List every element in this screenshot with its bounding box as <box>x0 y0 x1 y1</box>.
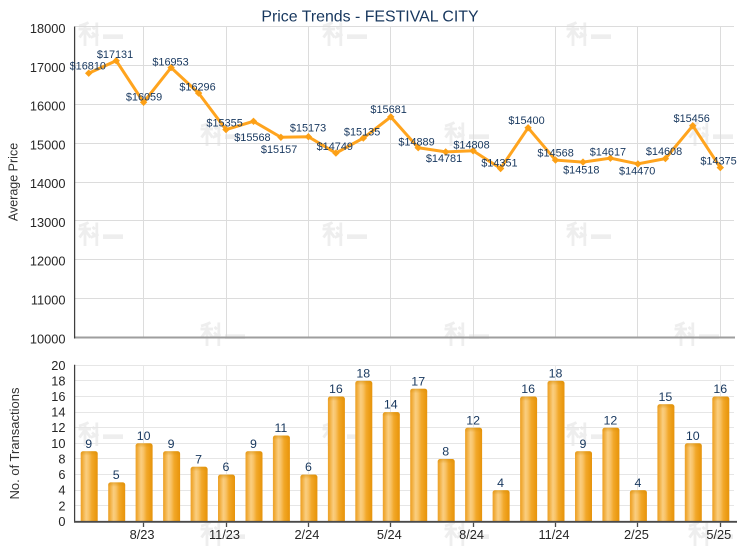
svg-text:10: 10 <box>686 429 700 443</box>
svg-text:16: 16 <box>713 382 727 396</box>
svg-text:8/23: 8/23 <box>130 527 155 542</box>
svg-text:4: 4 <box>634 476 641 490</box>
svg-text:11: 11 <box>274 421 287 435</box>
svg-text:4: 4 <box>58 483 65 498</box>
svg-text:16: 16 <box>521 382 535 396</box>
svg-text:9: 9 <box>85 437 92 451</box>
svg-text:17000: 17000 <box>30 60 66 75</box>
svg-text:No. of Transactions: No. of Transactions <box>7 387 22 499</box>
svg-text:$16810: $16810 <box>70 61 106 73</box>
svg-text:6: 6 <box>223 460 230 474</box>
svg-text:$14608: $14608 <box>646 146 682 158</box>
svg-text:12: 12 <box>604 413 618 427</box>
svg-text:Average Price: Average Price <box>7 143 21 221</box>
svg-text:6: 6 <box>58 467 65 482</box>
svg-text:$14617: $14617 <box>590 147 626 159</box>
svg-text:5/25: 5/25 <box>706 527 731 542</box>
svg-text:10: 10 <box>137 429 151 443</box>
svg-text:$15456: $15456 <box>674 113 710 125</box>
svg-text:$15568: $15568 <box>234 132 270 144</box>
svg-text:8: 8 <box>58 452 65 467</box>
svg-text:10: 10 <box>51 436 65 451</box>
svg-text:$14749: $14749 <box>317 141 353 153</box>
svg-text:$16059: $16059 <box>126 91 162 103</box>
svg-text:11000: 11000 <box>31 293 66 308</box>
svg-text:18: 18 <box>51 373 65 388</box>
svg-text:0: 0 <box>58 514 65 529</box>
svg-text:9: 9 <box>168 437 175 451</box>
svg-text:$16296: $16296 <box>179 82 215 94</box>
svg-text:$14351: $14351 <box>481 157 517 169</box>
svg-text:$15135: $15135 <box>344 127 380 139</box>
svg-text:11/23: 11/23 <box>209 527 240 542</box>
svg-text:12: 12 <box>51 420 65 435</box>
svg-text:15000: 15000 <box>30 137 66 152</box>
svg-text:$15681: $15681 <box>370 104 406 116</box>
svg-text:16: 16 <box>51 389 65 404</box>
svg-text:18: 18 <box>549 367 563 381</box>
svg-text:$16953: $16953 <box>152 57 188 69</box>
svg-text:$14518: $14518 <box>563 164 599 176</box>
svg-text:14000: 14000 <box>30 176 66 191</box>
svg-text:6: 6 <box>305 460 312 474</box>
svg-text:Price Trends - FESTIVAL CITY: Price Trends - FESTIVAL CITY <box>261 9 479 26</box>
svg-text:2/24: 2/24 <box>294 527 319 542</box>
svg-text:14: 14 <box>51 405 65 420</box>
svg-text:$14568: $14568 <box>537 147 573 159</box>
svg-text:5: 5 <box>113 468 120 482</box>
svg-text:4: 4 <box>497 476 504 490</box>
svg-text:15: 15 <box>659 390 673 404</box>
svg-text:16: 16 <box>329 382 343 396</box>
svg-text:$14808: $14808 <box>453 140 489 152</box>
svg-text:18000: 18000 <box>30 21 66 36</box>
svg-text:7: 7 <box>195 452 202 466</box>
svg-text:$17131: $17131 <box>97 49 133 61</box>
svg-text:$15355: $15355 <box>206 118 242 130</box>
svg-text:$14781: $14781 <box>426 153 462 165</box>
svg-text:20: 20 <box>51 358 65 373</box>
svg-text:$14470: $14470 <box>619 166 655 178</box>
svg-text:$14889: $14889 <box>398 136 434 148</box>
svg-text:17: 17 <box>411 374 425 388</box>
svg-text:5/24: 5/24 <box>377 527 402 542</box>
svg-text:18: 18 <box>356 367 370 381</box>
svg-text:$15400: $15400 <box>508 115 544 127</box>
svg-text:2/25: 2/25 <box>624 527 649 542</box>
svg-text:9: 9 <box>580 437 587 451</box>
svg-text:12: 12 <box>466 413 480 427</box>
svg-text:12000: 12000 <box>30 254 66 269</box>
svg-text:9: 9 <box>250 437 257 451</box>
svg-text:14: 14 <box>384 398 398 412</box>
svg-text:16000: 16000 <box>30 99 66 114</box>
svg-text:13000: 13000 <box>30 215 66 230</box>
svg-text:10000: 10000 <box>30 331 66 346</box>
svg-text:11/24: 11/24 <box>538 527 569 542</box>
svg-text:8/24: 8/24 <box>459 527 484 542</box>
svg-text:$15157: $15157 <box>261 144 297 156</box>
svg-text:8: 8 <box>442 445 449 459</box>
svg-text:$14375: $14375 <box>700 155 736 167</box>
svg-text:$15173: $15173 <box>290 123 326 135</box>
svg-text:2: 2 <box>58 498 65 513</box>
